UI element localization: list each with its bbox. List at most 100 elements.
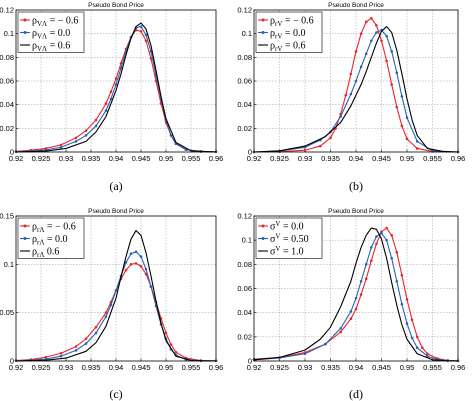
x-tick-label: 0.95 [159, 363, 174, 372]
legend-symbol: ρ [32, 28, 37, 39]
data-point [385, 34, 388, 38]
data-point [109, 97, 113, 101]
data-point [426, 352, 429, 356]
data-point [385, 238, 388, 242]
data-point [94, 124, 98, 128]
y-tick-label: 0.12 [237, 6, 252, 15]
data-point [395, 279, 399, 283]
data-point [390, 50, 394, 53]
legend-subscript: VΛ [37, 20, 47, 28]
data-point [375, 31, 378, 34]
data-point [169, 134, 173, 137]
legend-symbol: ρ [32, 234, 37, 245]
data-point [139, 255, 143, 258]
data-point [104, 109, 108, 112]
panel-label: (a) [109, 179, 122, 193]
y-tick-label: 0.05 [0, 308, 14, 317]
x-tick-label: 0.96 [209, 154, 224, 163]
data-point [370, 246, 373, 249]
legend-symbol: ρ [32, 222, 37, 233]
x-tick-label: 0.955 [182, 154, 201, 163]
legend-marker [261, 237, 265, 240]
legend-superscript: V [275, 245, 280, 253]
data-point [59, 143, 63, 147]
data-point [119, 66, 123, 70]
legend-entry: ρrΛ 0.6 [32, 247, 59, 260]
data-point [324, 342, 327, 346]
x-tick-label: 0.945 [372, 154, 391, 163]
x-tick-label: 0.95 [400, 154, 415, 163]
legend-marker [23, 237, 27, 240]
data-point [395, 105, 399, 109]
legend-entry: ρVΛ = − 0.6 [32, 16, 78, 29]
series-black-line [15, 229, 217, 362]
data-point [94, 325, 98, 329]
data-point [104, 315, 108, 318]
data-point [339, 330, 343, 334]
data-point [370, 39, 373, 43]
data-point [405, 322, 409, 325]
data-point [395, 71, 399, 75]
legend-entry: σV = 0.50 [270, 233, 309, 246]
legend-value: = 1.0 [280, 247, 303, 258]
data-point [129, 263, 133, 266]
x-tick-label: 0.94 [349, 154, 364, 163]
data-point [74, 345, 78, 348]
data-point [415, 147, 419, 150]
data-point [149, 285, 153, 288]
data-point [94, 118, 98, 122]
y-tick-label: 0.08 [0, 53, 14, 62]
data-point [395, 250, 399, 254]
data-point [364, 52, 368, 56]
data-point [124, 261, 128, 264]
data-point [59, 354, 63, 358]
legend-symbol: ρ [32, 41, 37, 52]
x-tick-label: 0.955 [423, 363, 442, 372]
legend-value: = 0.6 [282, 41, 305, 52]
legend-marker [23, 224, 27, 228]
data-point [359, 32, 363, 35]
x-tick-label: 0.93 [59, 154, 74, 163]
data-point [84, 337, 88, 341]
x-tick-label: 0.93 [298, 363, 313, 372]
data-point [59, 145, 63, 149]
y-tick-label: 0.04 [237, 100, 252, 109]
x-tick-label: 0.945 [372, 363, 391, 372]
chart-panel: 0.92 0.925 0.93 0.935 0.94 0.945 0.95 0.955 0.96… [237, 2, 465, 193]
x-tick-label: 0.935 [82, 154, 101, 163]
data-point [94, 331, 98, 335]
data-point [144, 39, 148, 43]
data-point [109, 90, 113, 93]
data-point [114, 77, 118, 80]
legend-value: = 0.0 [47, 28, 70, 39]
legend-symbol: ρ [270, 16, 275, 27]
y-tick-label: 0.15 [0, 212, 14, 221]
data-point [390, 256, 394, 260]
panel-label: (c) [109, 387, 122, 401]
x-tick-label: 0.92 [247, 154, 262, 163]
data-point [415, 346, 419, 350]
data-point [375, 235, 378, 238]
legend-subscript: VΛ [37, 45, 47, 53]
data-point [339, 115, 343, 118]
data-point [380, 39, 383, 43]
legend-value: = − 0.6 [44, 222, 75, 233]
legend-entry: σV = 1.0 [270, 245, 304, 258]
data-point [329, 136, 332, 140]
legend-subscript: rΛ [37, 239, 44, 247]
legend-entry: ρrV = 0.0 [270, 28, 306, 41]
x-tick-label: 0.935 [82, 363, 101, 372]
chart-panel: 0.92 0.925 0.93 0.935 0.94 0.945 0.95 0.955 0.96… [237, 208, 465, 401]
legend-marker [261, 18, 265, 22]
x-tick-label: 0.92 [9, 154, 24, 163]
x-tick-label: 0.935 [321, 363, 340, 372]
x-tick-label: 0.925 [32, 363, 51, 372]
data-point [109, 303, 113, 307]
data-point [359, 65, 363, 69]
data-point [124, 268, 128, 272]
legend-entry: ρrV = 0.6 [270, 41, 306, 54]
data-point [169, 343, 173, 346]
data-point [44, 355, 48, 359]
data-point [385, 226, 388, 230]
legend-symbol: σ [270, 222, 276, 233]
